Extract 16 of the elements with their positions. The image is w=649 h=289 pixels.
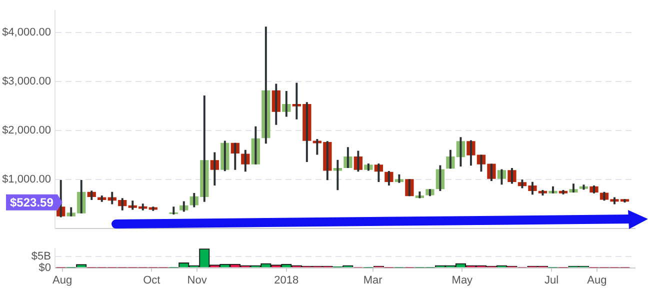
y-tick-label: $4,000.00 — [2, 26, 51, 39]
x-tick-label: 2018 — [274, 274, 299, 286]
x-tick-label: May — [452, 274, 474, 286]
x-tick-label: Aug — [587, 274, 607, 286]
text: $523.59 — [10, 196, 54, 210]
y-tick-label: $3,000.00 — [2, 76, 51, 88]
x-tick-label: Aug — [52, 274, 72, 286]
x-tick-label: Oct — [143, 274, 160, 286]
candlestick — [405, 179, 414, 196]
y-tick-label: $2,000.00 — [2, 124, 51, 137]
x-tick-label: Mar — [363, 274, 383, 286]
y-tick-label: $0 — [38, 262, 51, 274]
y-tick-label: $1,000.00 — [2, 173, 51, 186]
x-tick-label: Nov — [187, 274, 208, 286]
x-tick-label: Jul — [544, 274, 559, 286]
y-tick-label: $5B — [31, 250, 51, 263]
